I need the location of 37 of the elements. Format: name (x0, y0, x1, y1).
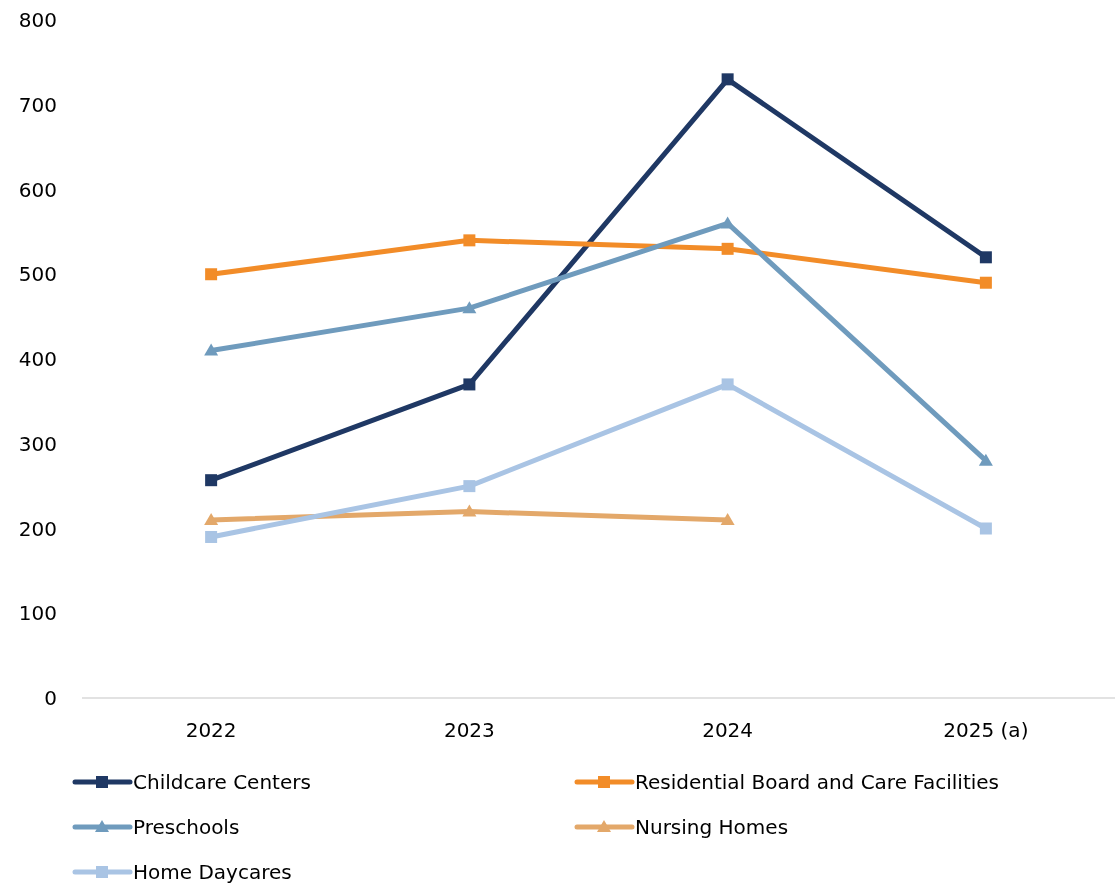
x-tick-label: 2022 (185, 718, 237, 742)
legend-label: Nursing Homes (635, 815, 789, 839)
point (205, 268, 218, 281)
y-tick-label: 700 (18, 92, 57, 117)
point (462, 301, 477, 314)
y-tick-label: 600 (18, 177, 57, 202)
point (205, 474, 218, 487)
point (463, 480, 476, 493)
point (463, 378, 476, 391)
point (204, 513, 219, 526)
legend-label: Home Daycares (133, 860, 292, 884)
x-tick-label: 2025 (a) (943, 718, 1029, 742)
point (720, 216, 735, 229)
y-tick-label: 200 (18, 516, 57, 541)
point (721, 73, 734, 86)
legend-label: Childcare Centers (133, 770, 311, 794)
point (978, 453, 993, 466)
point (979, 522, 992, 535)
point (205, 530, 218, 543)
point (721, 378, 734, 391)
y-tick-label: 0 (44, 686, 57, 710)
point (463, 234, 476, 247)
x-tick-label: 2024 (702, 718, 754, 742)
y-tick-label: 300 (18, 431, 57, 456)
y-tick-label: 100 (18, 601, 57, 626)
point (979, 276, 992, 289)
legend-label: Preschools (133, 815, 240, 839)
point (720, 513, 735, 526)
point (979, 251, 992, 264)
point (462, 504, 477, 517)
point (204, 343, 219, 356)
y-tick-label: 500 (18, 262, 57, 287)
y-tick-label: 400 (18, 347, 57, 371)
y-tick-label: 800 (18, 8, 57, 32)
legend-label: Residential Board and Care Facilities (635, 770, 1000, 794)
x-tick-label: 2023 (443, 718, 495, 742)
point (721, 242, 734, 255)
